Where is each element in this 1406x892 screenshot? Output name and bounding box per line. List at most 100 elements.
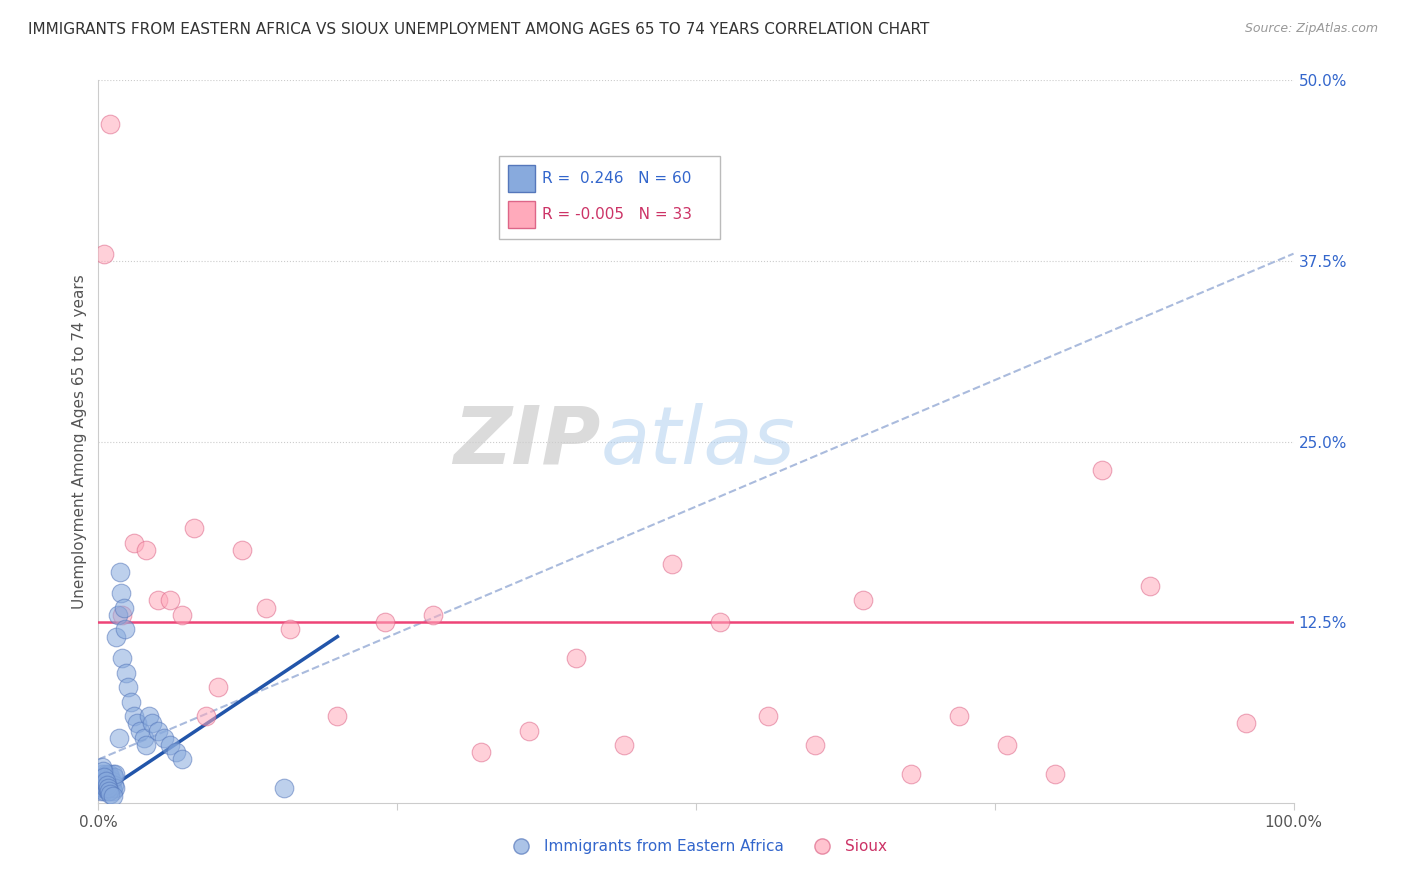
Point: [91, 770, 114, 784]
Point: [97, 774, 120, 789]
Point: [165, 745, 187, 759]
Point: [148, 593, 170, 607]
Point: [94, 781, 117, 796]
Point: [470, 745, 492, 759]
Point: [98, 781, 121, 796]
Point: [96, 779, 118, 793]
Point: [91, 779, 114, 793]
Point: [97, 784, 120, 798]
Point: [91, 781, 114, 796]
Point: [91, 764, 114, 778]
Point: [326, 709, 349, 723]
Point: [98, 767, 121, 781]
Point: [138, 709, 160, 723]
FancyBboxPatch shape: [509, 165, 534, 193]
Point: [254, 600, 277, 615]
Point: [112, 600, 135, 615]
Point: [94, 774, 117, 789]
Legend: Immigrants from Eastern Africa, Sioux: Immigrants from Eastern Africa, Sioux: [499, 833, 893, 860]
FancyBboxPatch shape: [499, 156, 720, 239]
Point: [804, 738, 827, 752]
Point: [159, 738, 181, 752]
Point: [231, 542, 253, 557]
Point: [135, 738, 157, 752]
Point: [101, 767, 124, 781]
Point: [98, 117, 122, 131]
Point: [125, 716, 148, 731]
Text: IMMIGRANTS FROM EASTERN AFRICA VS SIOUX UNEMPLOYMENT AMONG AGES 65 TO 74 YEARS C: IMMIGRANTS FROM EASTERN AFRICA VS SIOUX …: [28, 22, 929, 37]
Point: [172, 607, 194, 622]
Point: [120, 695, 142, 709]
Point: [207, 680, 229, 694]
Point: [103, 770, 125, 784]
Point: [90, 774, 112, 789]
Point: [172, 752, 194, 766]
Y-axis label: Unemployment Among Ages 65 to 74 years: Unemployment Among Ages 65 to 74 years: [72, 274, 87, 609]
Point: [89, 781, 111, 796]
Point: [91, 760, 114, 774]
Point: [195, 709, 218, 723]
Point: [273, 781, 295, 796]
Point: [110, 586, 132, 600]
Point: [709, 615, 731, 630]
Text: Source: ZipAtlas.com: Source: ZipAtlas.com: [1244, 22, 1378, 36]
Point: [98, 787, 122, 801]
Point: [422, 607, 444, 622]
Point: [93, 770, 115, 784]
Point: [129, 723, 152, 738]
Point: [108, 565, 131, 579]
Point: [852, 593, 875, 607]
Point: [93, 246, 115, 260]
Point: [96, 770, 118, 784]
Point: [1234, 716, 1257, 731]
Point: [124, 535, 146, 549]
Point: [97, 781, 120, 796]
Point: [107, 731, 129, 745]
Point: [98, 784, 121, 798]
Point: [101, 784, 124, 798]
Point: [141, 716, 163, 731]
Point: [100, 774, 122, 789]
Point: [103, 779, 125, 793]
Point: [104, 767, 127, 781]
Text: ZIP: ZIP: [453, 402, 600, 481]
Point: [613, 738, 636, 752]
Point: [115, 665, 138, 680]
Point: [101, 789, 124, 803]
Text: R = -0.005   N = 33: R = -0.005 N = 33: [541, 207, 692, 222]
Point: [96, 779, 118, 793]
Point: [517, 723, 540, 738]
Point: [1043, 767, 1066, 781]
Point: [148, 723, 170, 738]
Point: [756, 709, 779, 723]
Point: [98, 779, 122, 793]
Point: [104, 781, 127, 796]
Point: [995, 738, 1018, 752]
FancyBboxPatch shape: [509, 201, 534, 228]
Point: [91, 767, 114, 781]
Point: [1139, 579, 1161, 593]
Point: [105, 630, 128, 644]
Point: [94, 767, 117, 781]
Point: [135, 542, 157, 557]
Point: [900, 767, 922, 781]
Point: [948, 709, 970, 723]
Point: [98, 770, 122, 784]
Point: [183, 521, 205, 535]
Point: [661, 558, 683, 572]
Point: [111, 607, 134, 622]
Point: [153, 731, 176, 745]
Point: [93, 774, 115, 789]
Point: [117, 680, 139, 694]
Text: atlas: atlas: [600, 402, 796, 481]
Point: [132, 731, 155, 745]
Point: [107, 607, 129, 622]
Text: R =  0.246   N = 60: R = 0.246 N = 60: [541, 171, 692, 186]
Point: [111, 651, 134, 665]
Point: [159, 593, 181, 607]
Point: [93, 784, 115, 798]
Point: [100, 781, 122, 796]
Point: [114, 623, 136, 637]
Point: [90, 784, 112, 798]
Point: [374, 615, 396, 630]
